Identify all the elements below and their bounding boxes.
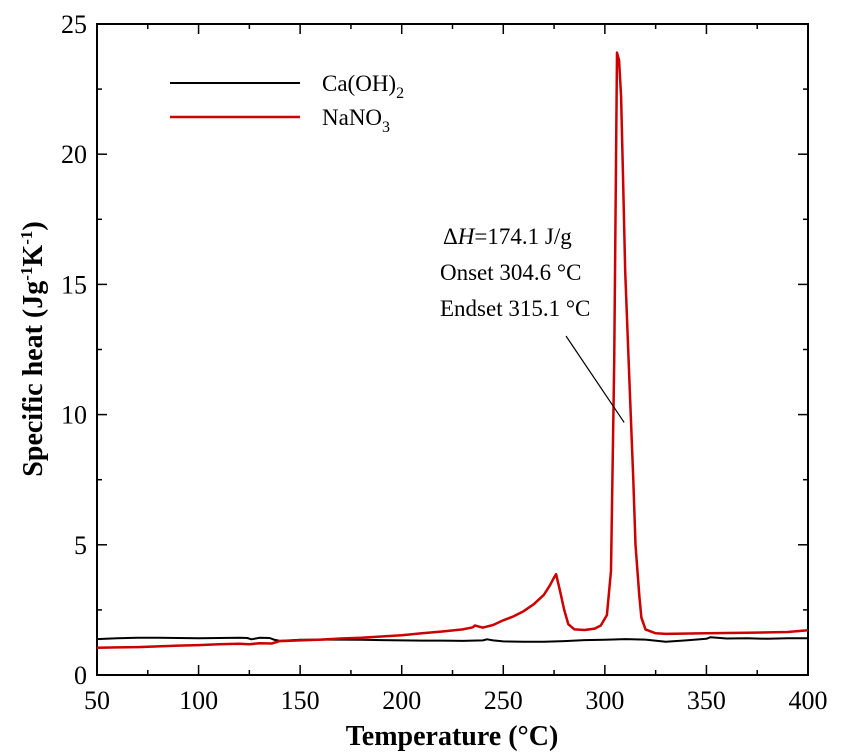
series-line-nano3 xyxy=(96,51,809,649)
y-tick-labels: 0 5 10 15 20 25 xyxy=(61,10,87,690)
legend-label-nano3: NaNO3 xyxy=(322,105,390,136)
y-axis-title: Specific heat (Jg-1K-1) xyxy=(17,221,49,476)
x-tick-label: 50 xyxy=(84,686,110,715)
x-tick-label: 100 xyxy=(179,686,218,715)
legend-label-nano3-sub: 3 xyxy=(382,119,390,136)
y-tick-label: 20 xyxy=(61,140,87,169)
x-tick-label: 350 xyxy=(687,686,726,715)
annotation-onset: Onset 304.6 °C xyxy=(440,260,581,285)
y-tick-label: 15 xyxy=(61,270,87,299)
plot-frame xyxy=(96,23,809,676)
y-axis-title-main: Specific heat (Jg xyxy=(18,281,49,477)
x-tick-labels: 50 100 150 200 250 300 350 400 xyxy=(84,686,828,715)
y-tick-label: 10 xyxy=(61,401,87,430)
x-tick-label: 200 xyxy=(382,686,421,715)
annotation-enthalpy: ΔH=174.1 J/g xyxy=(443,224,572,249)
x-tick-label: 400 xyxy=(789,686,828,715)
y-axis-title-end: ) xyxy=(18,221,49,230)
legend-label-caoh2: Ca(OH)2 xyxy=(322,71,404,102)
annotation-h-symbol: H xyxy=(457,224,476,249)
y-tick-label: 5 xyxy=(74,531,87,560)
series-line-caoh2 xyxy=(96,636,808,643)
annotation-pointer-line xyxy=(565,335,625,423)
legend-label-caoh2-sub: 2 xyxy=(396,85,404,102)
annotation-endset: Endset 315.1 °C xyxy=(440,296,590,321)
y-axis-title-mid: K xyxy=(18,245,49,267)
legend-label-caoh2-base: Ca(OH) xyxy=(322,71,396,96)
series-lines xyxy=(96,51,809,649)
x-tick-label: 250 xyxy=(484,686,523,715)
annotation-delta-symbol: Δ xyxy=(443,224,458,249)
y-tick-label: 25 xyxy=(61,10,87,39)
y-tick-label: 0 xyxy=(74,661,87,690)
axis-ticks xyxy=(96,23,809,676)
x-tick-label: 300 xyxy=(585,686,624,715)
x-axis-title: Temperature (°C) xyxy=(346,721,559,752)
y-axis-title-sup2: -1 xyxy=(17,231,36,245)
annotation-enthalpy-value: =174.1 J/g xyxy=(474,224,572,249)
x-tick-label: 150 xyxy=(281,686,320,715)
y-axis-title-sup1: -1 xyxy=(17,267,36,281)
legend: Ca(OH)2 NaNO3 xyxy=(170,71,404,136)
legend-label-nano3-base: NaNO xyxy=(322,105,382,130)
